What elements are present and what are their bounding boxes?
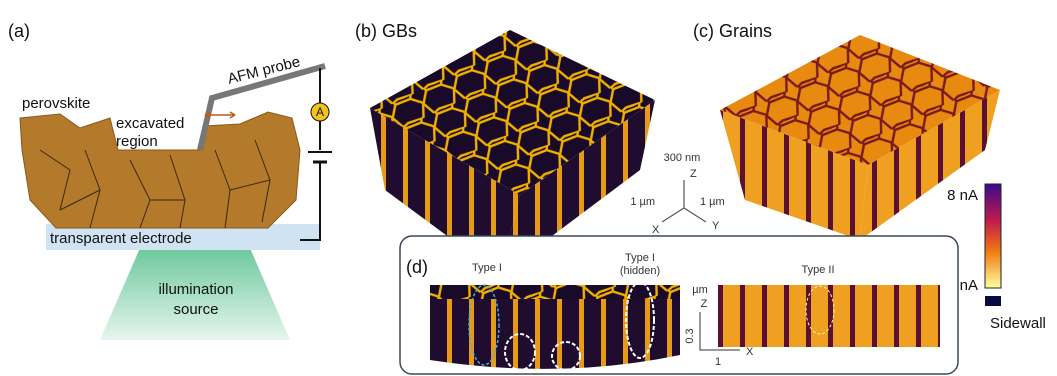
axis-label: Z — [690, 168, 697, 180]
source-label: source — [173, 301, 218, 318]
type-label: (hidden) — [620, 265, 660, 277]
axis-label: 0.3 — [684, 328, 696, 343]
axis-label: 300 nm — [664, 152, 701, 164]
panel-label: (a) — [8, 21, 30, 41]
cross-section-top — [430, 285, 680, 299]
scan-arrow — [205, 112, 235, 118]
figure: (a) A AFM probe perovskite excavated reg… — [0, 0, 1057, 376]
panel-label: (c) Grains — [693, 21, 772, 41]
panel-label: (b) GBs — [355, 21, 417, 41]
ammeter-label: A — [316, 105, 324, 119]
region-label: region — [116, 133, 158, 150]
axis-label: X — [746, 346, 754, 358]
axis-label: X — [652, 224, 660, 236]
sidewall-swatch — [985, 296, 1001, 306]
axis-label: Z — [701, 298, 708, 310]
material-label: perovskite — [22, 95, 90, 112]
axis-label: µm — [692, 284, 708, 296]
type-label: Type II — [801, 264, 834, 276]
source-label: illumination — [158, 281, 233, 298]
axis-label: 1 — [715, 356, 721, 368]
axis-label: 1 µm — [700, 196, 725, 208]
panel-label: (d) — [406, 257, 428, 277]
electrode-label: transparent electrode — [50, 230, 192, 247]
axis-label: 1 µm — [630, 196, 655, 208]
axis-label: Y — [712, 220, 720, 232]
colorbar-label: Sidewall — [990, 315, 1046, 332]
region-label: excavated — [116, 115, 184, 132]
colorbar — [985, 184, 1001, 288]
cross-section — [718, 285, 940, 347]
type-label: Type I — [625, 252, 655, 264]
type-label: Type I — [472, 262, 502, 274]
colorbar-label: 8 nA — [947, 187, 978, 204]
